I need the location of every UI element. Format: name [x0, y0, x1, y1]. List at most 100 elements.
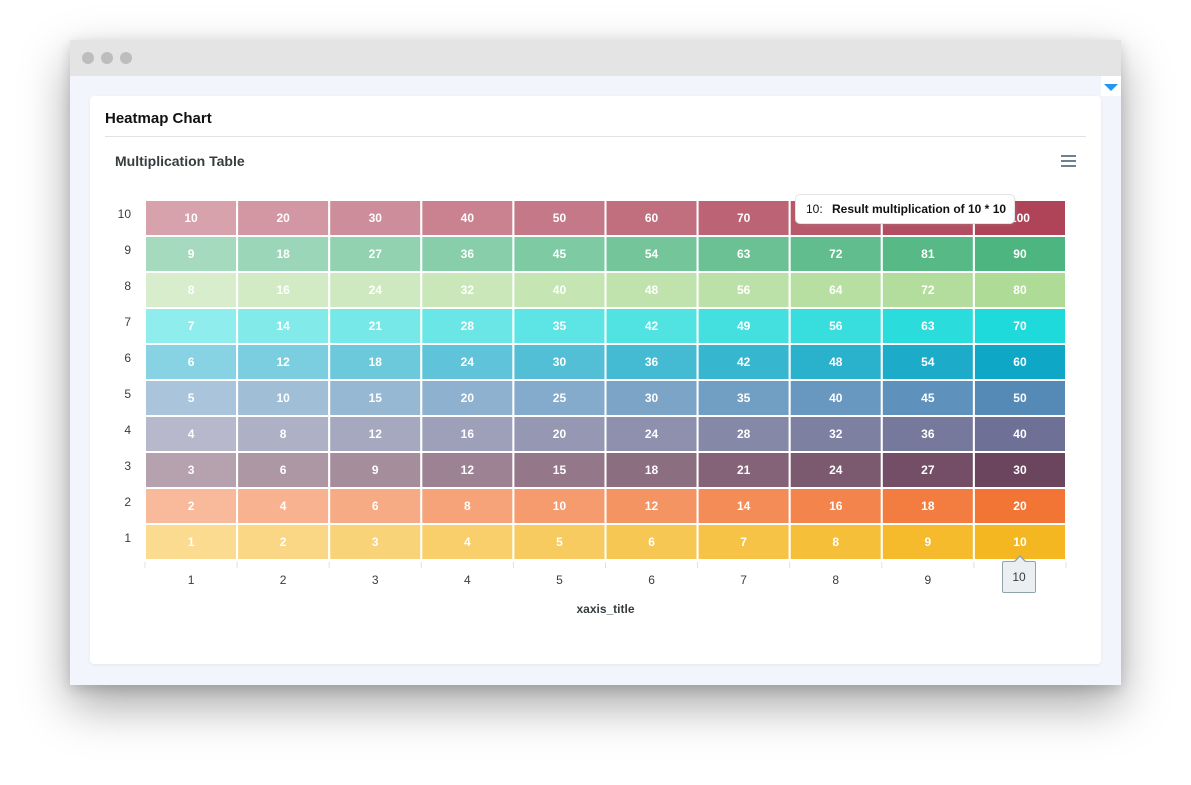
dropdown-caret-icon[interactable] [1101, 76, 1121, 96]
heatmap-cell[interactable] [972, 235, 1068, 273]
heatmap-cell[interactable] [328, 523, 423, 561]
heatmap-cell[interactable] [512, 487, 607, 525]
heatmap-cell[interactable] [328, 451, 423, 489]
window-maximize-dot[interactable] [120, 52, 132, 64]
cell-data-label: 30 [645, 391, 659, 405]
heatmap-cell[interactable] [144, 199, 239, 237]
chart-title: Multiplication Table [115, 153, 245, 169]
cell-data-label: 25 [553, 391, 567, 405]
window-minimize-dot[interactable] [101, 52, 113, 64]
heatmap-cell[interactable] [788, 379, 883, 417]
heatmap-cell[interactable] [144, 523, 239, 561]
heatmap-cell[interactable] [328, 343, 423, 381]
y-axis-tick-label: 1 [124, 531, 131, 545]
window-close-dot[interactable] [82, 52, 94, 64]
heatmap-cell[interactable] [420, 307, 515, 345]
heatmap-cell[interactable] [512, 271, 607, 309]
heatmap-cell[interactable] [328, 271, 423, 309]
cell-data-label: 20 [1013, 499, 1027, 513]
cell-data-label: 56 [737, 283, 751, 297]
heatmap-cell[interactable] [788, 415, 883, 453]
hamburger-menu-icon[interactable] [1061, 155, 1076, 167]
cell-data-label: 18 [921, 499, 935, 513]
heatmap-cell[interactable] [604, 451, 699, 489]
heatmap-cell[interactable] [604, 343, 699, 381]
heatmap-cell[interactable] [236, 451, 331, 489]
heatmap-cell[interactable] [420, 487, 515, 525]
cell-data-label: 100 [1010, 211, 1030, 225]
cell-data-label: 18 [276, 247, 290, 261]
heatmap-cell[interactable] [880, 487, 975, 525]
heatmap-cell[interactable] [880, 271, 975, 309]
heatmap-cell[interactable] [972, 415, 1068, 453]
cell-data-label: 16 [276, 283, 290, 297]
heatmap-cell[interactable] [880, 235, 975, 273]
heatmap-cell[interactable] [512, 415, 607, 453]
heatmap-cell[interactable] [512, 307, 607, 345]
x-axis-tick-label: 9 [925, 573, 932, 587]
heatmap-cell[interactable] [972, 523, 1068, 561]
cell-data-label: 20 [553, 427, 567, 441]
heatmap-cell[interactable] [236, 523, 331, 561]
cell-data-label: 2 [280, 535, 287, 549]
heatmap-cell[interactable] [696, 379, 791, 417]
cell-data-label: 12 [461, 463, 475, 477]
heatmap-cell[interactable] [328, 379, 423, 417]
cell-data-label: 72 [829, 247, 843, 261]
heatmap-cell[interactable] [972, 379, 1068, 417]
heatmap-cell[interactable] [144, 451, 239, 489]
heatmap-cell[interactable] [696, 523, 791, 561]
cell-data-label: 35 [737, 391, 751, 405]
heatmap-cell[interactable] [972, 343, 1068, 381]
heatmap-cell[interactable] [788, 451, 883, 489]
heatmap-cell[interactable] [696, 343, 791, 381]
cell-data-label: 16 [461, 427, 475, 441]
heatmap-cell[interactable] [880, 523, 975, 561]
heatmap-cell[interactable] [420, 199, 515, 237]
cell-data-label: 5 [188, 391, 195, 405]
heatmap-cell[interactable] [236, 343, 331, 381]
heatmap-cell[interactable] [512, 379, 607, 417]
heatmap-cell[interactable] [420, 343, 515, 381]
heatmap-cell[interactable] [788, 307, 883, 345]
heatmap-cell[interactable] [236, 307, 331, 345]
cell-data-label: 72 [921, 283, 935, 297]
heatmap-cell[interactable] [788, 487, 883, 525]
cell-data-label: 8 [832, 535, 839, 549]
heatmap-cell[interactable] [788, 235, 883, 273]
heatmap-cell[interactable] [236, 487, 331, 525]
cell-data-label: 4 [464, 535, 471, 549]
heatmap-cell[interactable] [512, 199, 607, 237]
heatmap-cell[interactable] [604, 307, 699, 345]
heatmap-cell[interactable] [696, 451, 791, 489]
heatmap-cell[interactable] [604, 271, 699, 309]
x-axis-tick-label: 5 [556, 573, 563, 587]
cell-data-label: 42 [737, 355, 751, 369]
heatmap-cell[interactable] [696, 271, 791, 309]
heatmap-cell[interactable] [972, 487, 1068, 525]
cell-data-label: 90 [1013, 247, 1027, 261]
cell-data-label: 36 [921, 427, 935, 441]
cell-data-label: 6 [188, 355, 195, 369]
heatmap-cell[interactable] [144, 307, 239, 345]
cell-data-label: 15 [369, 391, 383, 405]
heatmap-cell[interactable] [144, 379, 239, 417]
cell-data-label: 10 [553, 499, 567, 513]
heatmap-cell[interactable] [236, 199, 331, 237]
heatmap-cell[interactable] [420, 523, 515, 561]
cell-data-label: 24 [645, 427, 659, 441]
cell-data-label: 63 [921, 319, 935, 333]
heatmap-cell[interactable] [144, 487, 239, 525]
heatmap-cell[interactable] [236, 415, 331, 453]
cell-data-label: 12 [276, 355, 290, 369]
cell-data-label: 24 [829, 463, 843, 477]
y-axis-tick-label: 2 [124, 495, 131, 509]
heatmap-cell[interactable] [972, 307, 1068, 345]
heatmap-cell[interactable] [880, 307, 975, 345]
cell-data-label: 80 [1013, 283, 1027, 297]
cell-data-label: 9 [188, 247, 195, 261]
tooltip-series-name: 10: [806, 202, 823, 216]
heatmap-cell[interactable] [236, 235, 331, 273]
heatmap-cell[interactable] [880, 343, 975, 381]
heatmap-cell[interactable] [788, 343, 883, 381]
